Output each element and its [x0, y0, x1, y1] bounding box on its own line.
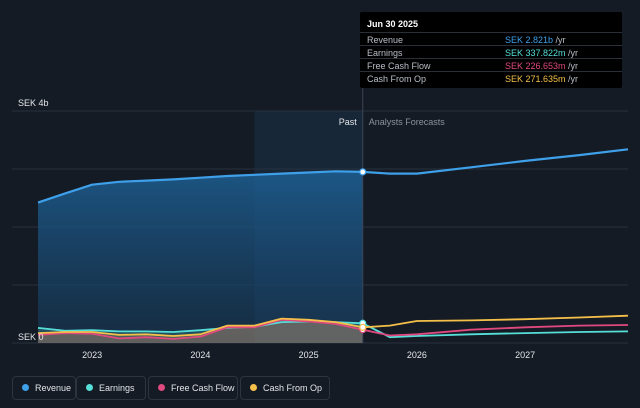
free-cash-flow-area — [38, 319, 363, 343]
tooltip-row-earnings: Earnings SEK 337.822m /yr — [360, 45, 622, 59]
tooltip-value: SEK 337.822m — [505, 48, 566, 58]
past-label: Past — [339, 117, 358, 127]
earnings-line — [37, 320, 629, 339]
tooltip-row-cash-from-op: Cash From Op SEK 271.635m /yr — [360, 71, 622, 85]
tooltip-value: SEK 271.635m — [505, 74, 566, 84]
free-cash-flow-line — [37, 318, 629, 340]
cash-from-op-area — [38, 318, 363, 343]
legend-item-free-cash-flow[interactable]: Free Cash Flow — [148, 376, 238, 400]
legend-item-cash-from-op[interactable]: Cash From Op — [240, 376, 330, 400]
y-unit-label-bottom: SEK 0 — [18, 332, 44, 342]
legend-label: Cash From Op — [263, 383, 323, 393]
x-tick-label: 2024 — [190, 350, 210, 360]
cash-from-op-marker — [359, 323, 367, 331]
tooltip-unit: /yr — [565, 74, 579, 84]
legend-dot — [158, 384, 165, 391]
tooltip-unit: /yr — [565, 48, 579, 58]
tooltip-unit: /yr — [565, 61, 579, 71]
tooltip-date: Jun 30 2025 — [367, 19, 419, 29]
forecast-label: Analysts Forecasts — [369, 117, 446, 127]
legend-label: Free Cash Flow — [171, 383, 235, 393]
cash-from-op-line — [37, 314, 629, 337]
legend-label: Earnings — [99, 383, 135, 393]
revenue-marker — [359, 168, 367, 176]
legend-item-revenue[interactable]: Revenue — [12, 376, 76, 400]
hover-markers — [359, 168, 367, 334]
series-lines — [37, 148, 629, 340]
tooltip-label: Revenue — [367, 35, 404, 45]
tooltip-value: SEK 226.653m — [505, 61, 566, 71]
x-tick-label: 2023 — [82, 350, 102, 360]
legend-item-earnings[interactable]: Earnings — [76, 376, 146, 400]
tooltip-unit: /yr — [553, 35, 566, 45]
revenue-area — [38, 171, 363, 343]
tooltip-label: Earnings — [367, 48, 403, 58]
legend-dot — [86, 384, 93, 391]
x-tick-label: 2025 — [299, 350, 319, 360]
x-tick-label: 2026 — [407, 350, 427, 360]
revenue-line — [37, 148, 629, 204]
legend-dot — [22, 384, 29, 391]
tooltip-value: SEK 2.821b — [505, 35, 554, 45]
tooltip-label: Cash From Op — [367, 74, 427, 84]
tooltip-row-free-cash-flow: Free Cash Flow SEK 226.653m /yr — [360, 58, 622, 72]
legend-dot — [250, 384, 257, 391]
tooltip-row-revenue: Revenue SEK 2.821b /yr — [360, 32, 622, 46]
x-axis-ticks: 2023 2024 2025 2026 2027 — [82, 350, 535, 360]
y-unit-label-top: SEK 4b — [18, 98, 49, 108]
legend-label: Revenue — [35, 383, 72, 393]
x-tick-label: 2027 — [515, 350, 535, 360]
tooltip-label: Free Cash Flow — [367, 61, 431, 71]
series-areas — [38, 171, 363, 343]
hover-tooltip: Jun 30 2025 Revenue SEK 2.821b /yr Earni… — [360, 12, 622, 88]
